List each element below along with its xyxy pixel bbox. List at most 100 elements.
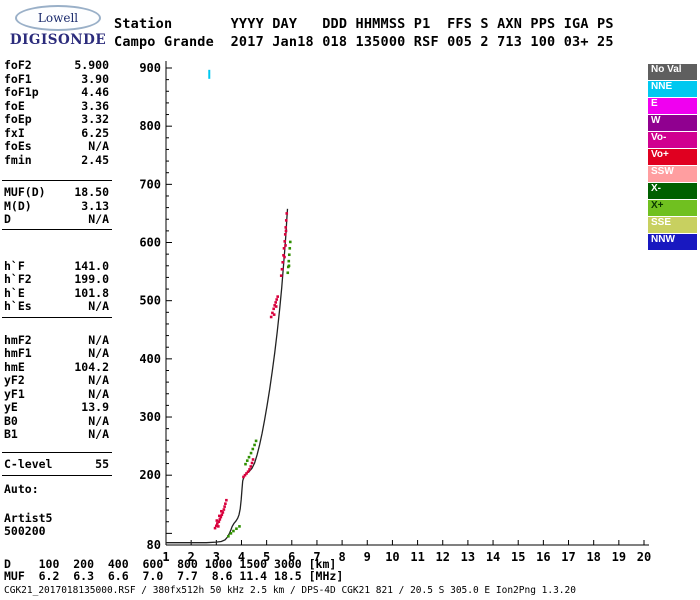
separator-line: [2, 228, 112, 230]
o-mode-echoes-dot: [284, 229, 288, 233]
x-tick-label: 19: [612, 550, 626, 564]
header-column-titles: Station YYYY DAY DDD HHMMSS P1 FFS S AXN…: [114, 16, 614, 32]
param-value: 3.32: [81, 112, 109, 126]
param-group: hmF2 N/A hmF1 N/A hmE 104.2 yF2 N/A yF1 N/A yE 13.9…: [2, 333, 112, 442]
x-mode-echoes-dot: [232, 529, 235, 533]
param-row: foEs N/A: [2, 139, 112, 154]
param-row: foF2 5.900: [2, 58, 112, 73]
x-mode-echoes-dot: [249, 451, 253, 455]
interference-mark: [208, 69, 211, 79]
x-tick-label: 16: [536, 550, 550, 564]
x-tick-label: 14: [486, 550, 500, 564]
param-group: MUF(D) 18.50 M(D) 3.13 D N/A: [2, 185, 112, 227]
x-mode-echoes-dot: [254, 439, 258, 443]
param-label: C-level: [4, 456, 53, 471]
param-value: 104.2: [74, 359, 109, 374]
legend-item: W: [648, 115, 697, 131]
x-tick-label: 5: [263, 550, 270, 564]
param-value: N/A: [88, 212, 109, 226]
param-row: yF2 N/A: [2, 373, 112, 388]
o-mode-echoes-dot: [243, 473, 247, 477]
logo-brand-text: DIGISONDE: [9, 32, 107, 48]
param-label: foEs: [4, 139, 32, 153]
separator-line: [2, 451, 112, 453]
x-tick-label: 13: [461, 550, 475, 564]
o-mode-echoes-dot: [276, 295, 280, 298]
param-row: foF1p 4.46: [2, 85, 112, 100]
o-mode-echoes-dot: [275, 298, 278, 301]
legend-item: Vo+: [648, 149, 697, 165]
param-row: hmF2 N/A: [2, 333, 112, 348]
o-mode-echoes-dot: [218, 514, 221, 518]
legend-item: Vo-: [648, 132, 697, 148]
param-label: foF1: [4, 71, 32, 86]
x-mode-echoes-dot: [288, 240, 292, 244]
x-tick-label: 2: [188, 550, 195, 564]
x-mode-echoes-dot: [244, 462, 247, 466]
o-mode-echoes-dot: [220, 509, 223, 513]
x-tick-label: 3: [213, 550, 220, 564]
param-value: 5.900: [74, 58, 109, 72]
param-label: M(D): [4, 198, 32, 213]
param-value: 199.0: [74, 272, 109, 286]
lowell-digisonde-logo: Lowell DIGISONDE: [6, 5, 110, 48]
o-mode-echoes-dot: [222, 508, 226, 511]
param-group: foF2 5.900 foF1 3.90 foF1p 4.46 foE 3.36 foEp 3.3…: [2, 58, 112, 167]
param-label: yF2: [4, 373, 25, 387]
o-mode-echoes-dot: [220, 513, 224, 517]
legend-item: X+: [648, 200, 697, 216]
o-mode-echoes-dot: [281, 260, 285, 264]
o-mode-echoes-dot: [216, 522, 219, 525]
param-group: Artist5 500200: [2, 511, 112, 539]
o-mode-echoes-dot: [284, 226, 288, 229]
param-row: D N/A: [2, 212, 112, 227]
o-mode-echoes-dot: [283, 255, 286, 259]
legend-item: NNE: [648, 81, 697, 97]
param-label: h`F: [4, 258, 25, 273]
param-label: yF1: [4, 386, 25, 401]
o-mode-echoes-dot: [271, 311, 274, 315]
param-label: Auto:: [4, 482, 39, 496]
o-mode-echoes-dot: [225, 498, 228, 502]
param-row: C-level 55: [2, 456, 112, 472]
param-label: h`E: [4, 285, 25, 300]
o-mode-echoes-dot: [284, 244, 287, 247]
x-tick-label: 17: [561, 550, 575, 564]
o-mode-echoes-dot: [285, 212, 289, 215]
param-label: D: [4, 212, 11, 226]
param-value: 6.25: [81, 125, 109, 140]
x-mode-echoes-dot: [238, 525, 241, 528]
x-tick-label: 20: [637, 550, 651, 564]
x-tick-label: 10: [385, 550, 399, 564]
param-value: 3.90: [81, 71, 109, 86]
legend-item: No Val: [648, 64, 697, 80]
param-label: B1: [4, 427, 18, 441]
muf-row: MUF 6.2 6.3 6.6 7.0 7.7 8.6 11.4 18.5 [M…: [4, 569, 344, 583]
param-row: hmF1 N/A: [2, 346, 112, 361]
o-mode-echoes-dot: [251, 458, 255, 461]
param-label: hmF1: [4, 346, 32, 360]
param-row: B1 N/A: [2, 427, 112, 442]
profile-trace: [166, 208, 289, 544]
param-value: 4.46: [81, 85, 109, 99]
x-mode-echoes-dot: [287, 253, 291, 257]
y-tick-label: 80: [147, 538, 161, 552]
o-mode-echoes-dot: [223, 505, 226, 508]
legend-item: X-: [648, 183, 697, 199]
status-line: CGK21_2017018135000.RSF / 380fx512h 50 k…: [4, 585, 576, 596]
o-mode-echoes-dot: [242, 475, 245, 479]
legend-item: SSE: [648, 217, 697, 233]
separator-line: [2, 475, 112, 476]
legend-item: E: [648, 98, 697, 114]
y-tick-label: 600: [139, 236, 161, 250]
x-mode-echoes-dot: [287, 264, 291, 268]
o-mode-echoes-dot: [279, 274, 283, 277]
y-tick-label: 500: [139, 294, 161, 308]
param-row: h`F 141.0: [2, 258, 112, 274]
param-row: h`Es N/A: [2, 299, 112, 314]
o-mode-echoes-dot: [218, 518, 222, 521]
o-mode-echoes-dot: [217, 520, 221, 524]
param-value: 18.50: [74, 185, 109, 199]
param-value: N/A: [88, 413, 109, 428]
x-tick-label: 7: [313, 550, 320, 564]
